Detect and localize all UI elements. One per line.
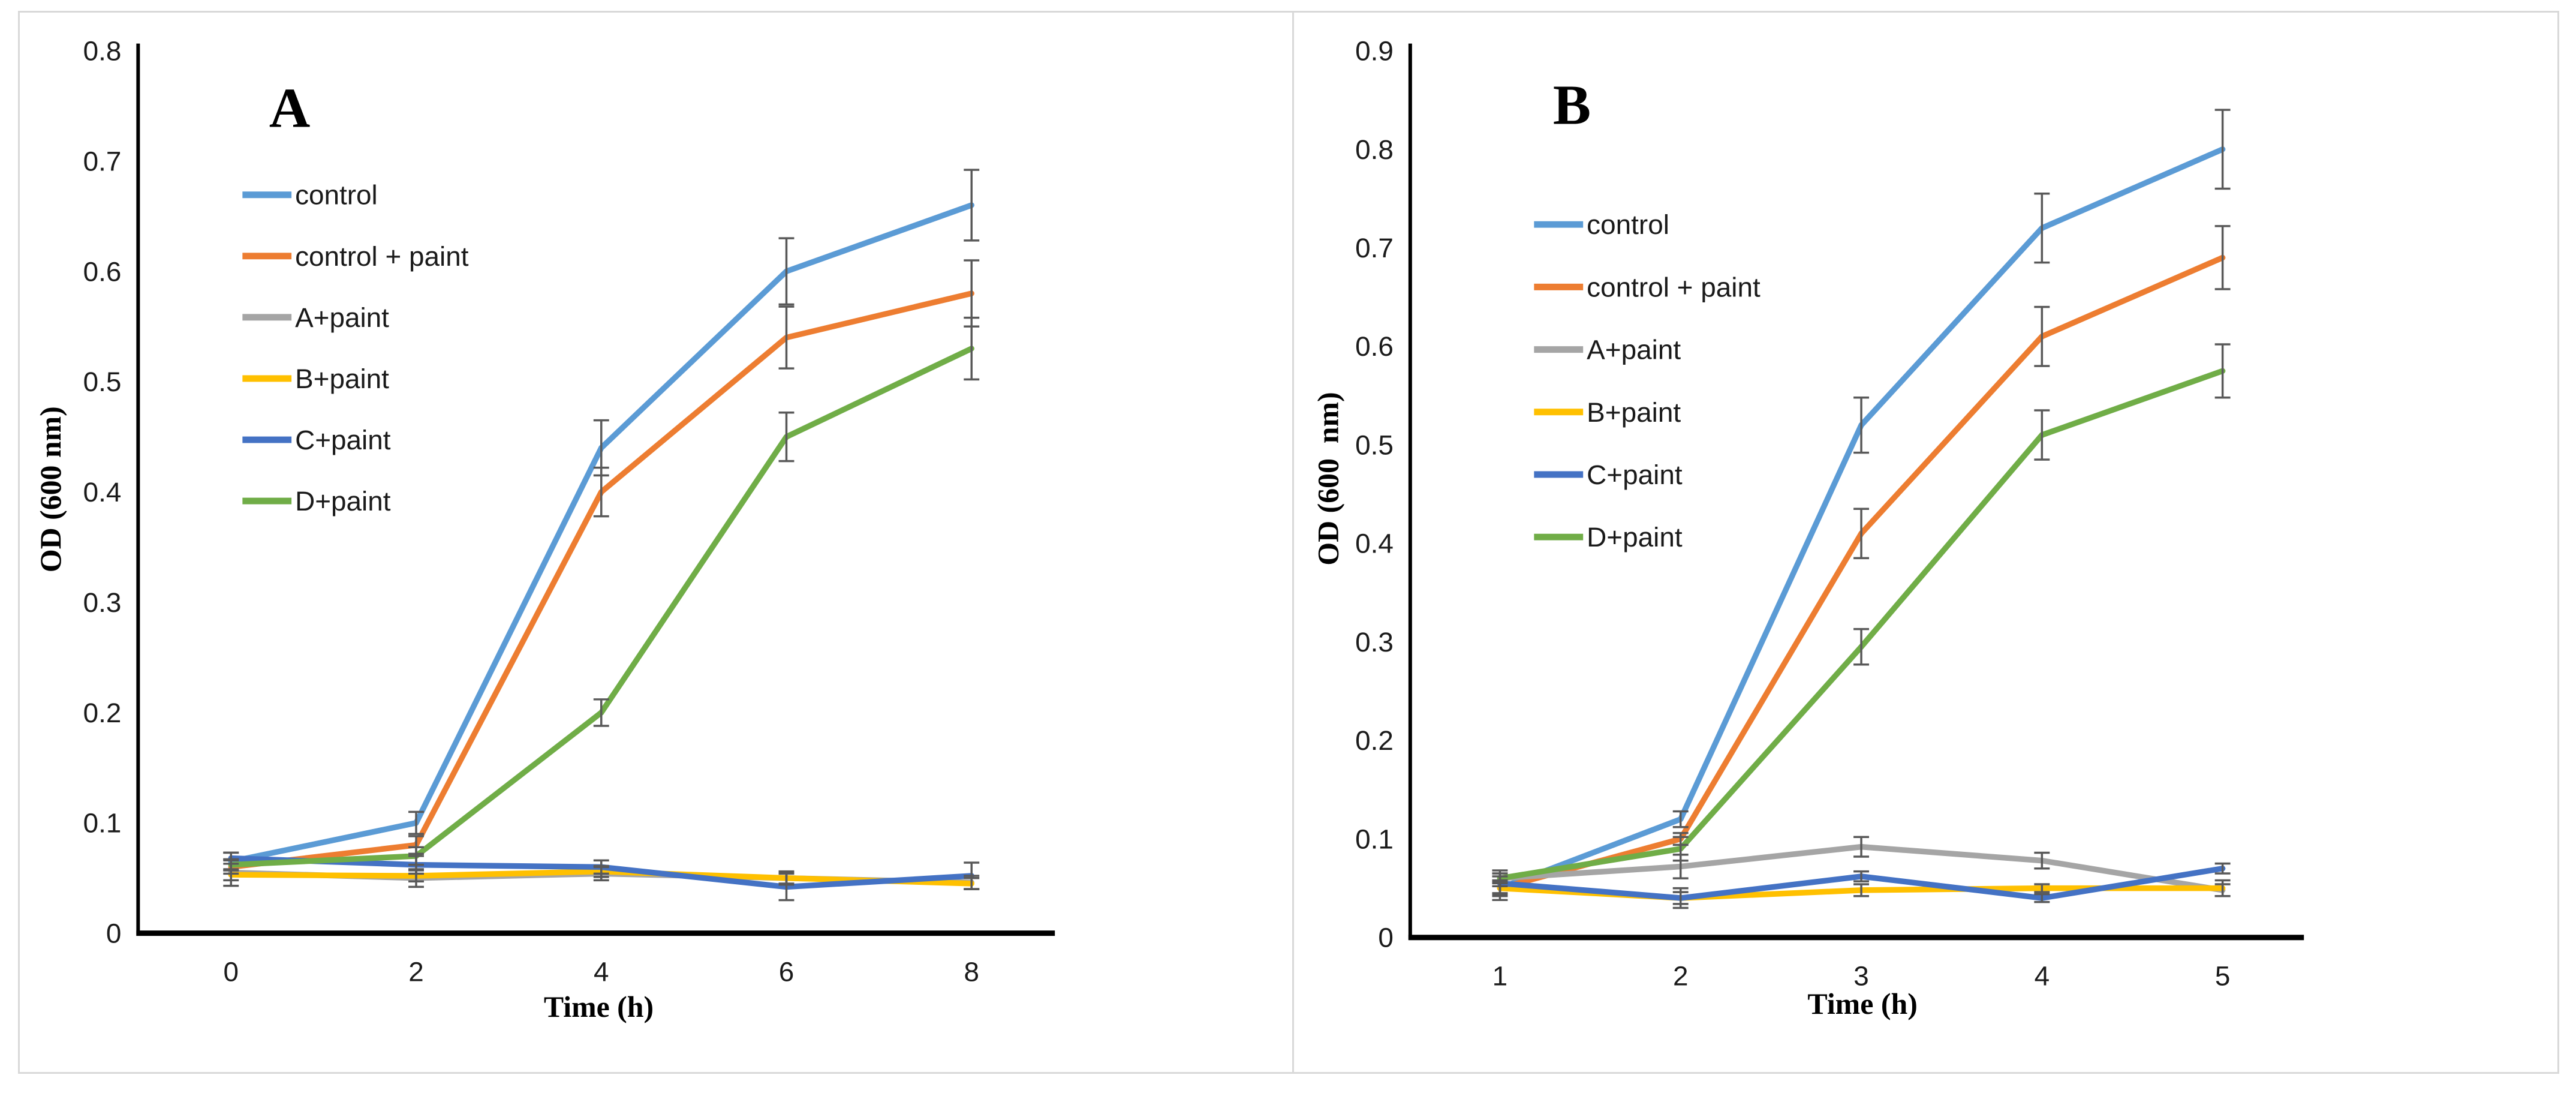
legend-item-a-paint: A+paint xyxy=(1534,334,1681,365)
error-bars-d-paint xyxy=(223,316,980,872)
panel-b: 0 0.1 0.2 0.3 0.4 0.5 0.6 0.7 0.8 0.9 1 2 3 4 5 control… xyxy=(1292,11,2559,1074)
legend-item-d-paint: D+paint xyxy=(1534,521,1683,552)
legend-item-control-paint: control + paint xyxy=(1534,271,1761,302)
x-tick-label: 4 xyxy=(2035,960,2050,991)
legend-label: control + paint xyxy=(295,241,469,272)
legend-label: control + paint xyxy=(1587,271,1761,302)
y-tick-label: 0 xyxy=(106,918,122,949)
chart-b: 0 0.1 0.2 0.3 0.4 0.5 0.6 0.7 0.8 0.9 1 2 3 4 5 control… xyxy=(1312,35,2304,1020)
legend-item-b-paint: B+paint xyxy=(242,363,389,394)
y-tick-label: 0.7 xyxy=(1355,232,1394,263)
panel-label: B xyxy=(1553,74,1591,136)
y-tick-label: 0.9 xyxy=(1355,35,1394,67)
legend-item-control-paint: control + paint xyxy=(242,241,469,272)
y-tick-label: 0.2 xyxy=(1355,725,1394,756)
error-bars-control-paint xyxy=(1492,225,2231,897)
error-bars-c-paint xyxy=(1492,862,2231,905)
y-tick-label: 0.6 xyxy=(83,256,122,287)
panel-a: 0 0.1 0.2 0.3 0.4 0.5 0.6 0.7 0.8 0 2 4 6 8 control con… xyxy=(18,11,1294,1074)
legend-label: A+paint xyxy=(1587,334,1681,365)
y-tick-label: 0.6 xyxy=(1355,331,1394,362)
y-tick-label: 0.7 xyxy=(83,145,122,176)
y-tick-label: 0.3 xyxy=(1355,626,1394,657)
y-tick-label: 0.3 xyxy=(83,587,122,618)
legend-label: B+paint xyxy=(295,363,389,394)
error-bars-d-paint xyxy=(1492,343,2231,885)
legend-item-control: control xyxy=(1534,209,1669,240)
legend-label: control xyxy=(1587,209,1669,240)
x-tick-label: 3 xyxy=(1853,960,1869,991)
panel-label: A xyxy=(269,77,310,140)
y-tick-label: 0.1 xyxy=(83,807,122,839)
legend-item-a-paint: A+paint xyxy=(242,302,389,333)
y-tick-label: 0.1 xyxy=(1355,823,1394,854)
y-tick-label: 0.8 xyxy=(1355,134,1394,165)
legend-label: D+paint xyxy=(1587,521,1683,552)
x-tick-label: 8 xyxy=(964,956,980,987)
legend-item-c-paint: C+paint xyxy=(1534,459,1683,490)
legend-item-d-paint: D+paint xyxy=(242,485,391,517)
y-tick-label: 0.4 xyxy=(1355,528,1394,559)
y-tick-label: 0.2 xyxy=(83,697,122,728)
legend-label: A+paint xyxy=(295,302,389,333)
x-axis-title: Time (h) xyxy=(1807,987,1917,1020)
legend-label: B+paint xyxy=(1587,397,1681,428)
x-tick-label: 2 xyxy=(1673,960,1689,991)
chart-a: 0 0.1 0.2 0.3 0.4 0.5 0.6 0.7 0.8 0 2 4 6 8 control con… xyxy=(34,35,1055,1023)
legend-item-c-paint: C+paint xyxy=(242,424,391,455)
y-axis-title: OD (600 nm) xyxy=(1312,392,1345,565)
legend-label: control xyxy=(295,179,378,211)
legend-label: C+paint xyxy=(295,424,391,455)
x-tick-label: 6 xyxy=(779,956,795,987)
x-axis-title: Time (h) xyxy=(544,990,654,1023)
x-tick-label: 2 xyxy=(408,956,424,987)
legend-item-control: control xyxy=(242,179,378,211)
x-tick-label: 1 xyxy=(1492,960,1508,991)
y-axis-title: OD (600 nm) xyxy=(34,406,67,572)
y-tick-label: 0.5 xyxy=(83,366,122,397)
y-tick-label: 0.4 xyxy=(83,476,122,508)
y-tick-label: 0 xyxy=(1378,922,1394,953)
x-tick-label: 4 xyxy=(594,956,609,987)
y-tick-label: 0.8 xyxy=(83,35,122,67)
error-bars-control-paint xyxy=(223,259,980,875)
error-bars-control xyxy=(223,169,980,872)
legend-label: C+paint xyxy=(1587,459,1683,490)
y-tick-label: 0.5 xyxy=(1355,430,1394,461)
legend-item-b-paint: B+paint xyxy=(1534,397,1681,428)
x-tick-label: 0 xyxy=(223,956,239,987)
legend-label: D+paint xyxy=(295,485,391,517)
x-tick-label: 5 xyxy=(2215,960,2231,991)
